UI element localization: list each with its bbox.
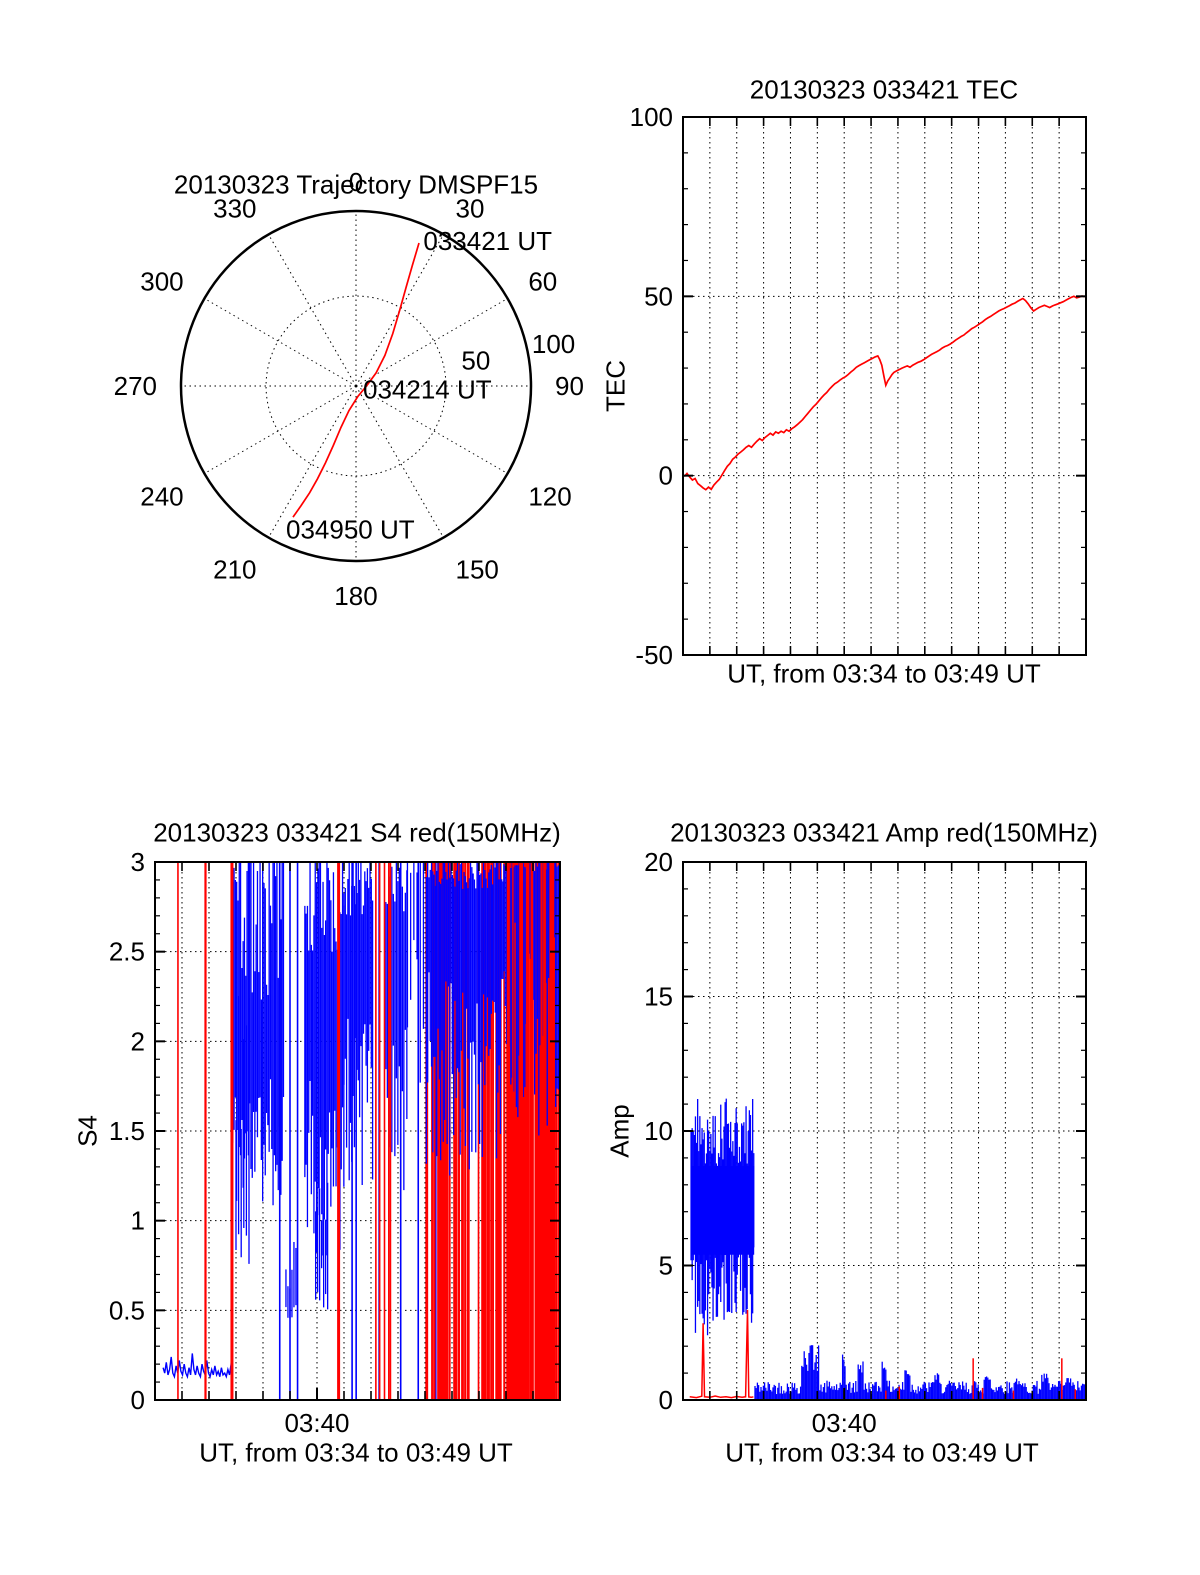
tec-xlabel: UT, from 03:34 to 03:49 UT <box>727 658 1041 689</box>
y-tick-label: 0 <box>659 461 673 491</box>
polar-angle-label: 330 <box>213 194 256 224</box>
y-tick-label: 50 <box>644 281 673 311</box>
y-tick-label: 0 <box>131 1385 145 1415</box>
polar-spoke <box>355 234 444 387</box>
polar-radial-label: 50 <box>461 346 490 376</box>
amp-xlabel: UT, from 03:34 to 03:49 UT <box>725 1437 1039 1468</box>
polar-spoke <box>204 298 357 387</box>
polar-radial-label: 100 <box>532 329 575 359</box>
y-tick-label: 15 <box>644 982 673 1012</box>
polar-spoke <box>355 298 508 387</box>
tec-series-line <box>683 295 1085 491</box>
y-tick-label: 1 <box>131 1206 145 1236</box>
s4-blue-baseline <box>162 1346 233 1380</box>
y-tick-label: 1.5 <box>109 1116 145 1146</box>
polar-angle-label: 210 <box>213 554 256 584</box>
y-tick-label: 0.5 <box>109 1295 145 1325</box>
trajectory-polar-plot: 0 30 60 90 120 150 180 210 240 270 300 330 50 100 0334… <box>114 167 584 611</box>
y-tick-label: 2 <box>131 1026 145 1056</box>
y-tick-label: -50 <box>635 640 673 670</box>
polar-title: 20130323 Trajectory DMSPF15 <box>173 169 539 200</box>
polar-annotation: 034950 UT <box>286 515 415 545</box>
polar-angle-label: 300 <box>140 267 183 297</box>
polar-angle-label: 60 <box>528 267 557 297</box>
polar-spoke <box>355 385 444 538</box>
s4-title: 20130323 033421 S4 red(150MHz) <box>153 817 561 848</box>
y-tick-label: 3 <box>131 847 145 877</box>
amp-red-baseline <box>689 1309 754 1399</box>
x-tick-label: 03:40 <box>284 1408 349 1438</box>
tec-line-plot: -50 0 50 100 <box>630 102 1087 670</box>
x-tick-label: 03:40 <box>812 1408 877 1438</box>
polar-angle-label: 120 <box>528 482 571 512</box>
polar-ring-100 <box>179 209 533 563</box>
s4-ylabel: S4 <box>72 1115 103 1147</box>
y-tick-label: 2.5 <box>109 937 145 967</box>
polar-angle-label: 150 <box>456 554 499 584</box>
y-tick-label: 5 <box>659 1251 673 1281</box>
polar-spoke <box>204 385 357 474</box>
polar-spoke <box>268 234 357 387</box>
axes-box <box>682 116 1087 656</box>
s4-xlabel: UT, from 03:34 to 03:49 UT <box>199 1437 513 1468</box>
trajectory-line <box>292 242 420 518</box>
polar-angle-label: 30 <box>456 194 485 224</box>
s4-scintillation-plot: 0 0.5 1 1.5 2 2.5 3 03:40 <box>109 847 561 1438</box>
y-tick-label: 10 <box>644 1116 673 1146</box>
y-tick-label: 0 <box>659 1385 673 1415</box>
polar-spoke <box>355 385 508 474</box>
amp-scintillation-plot: 0 5 10 15 20 03:40 <box>644 847 1087 1438</box>
polar-angle-label: 180 <box>334 581 377 611</box>
polar-angle-label: 270 <box>114 371 157 401</box>
polar-angle-label: 90 <box>555 371 584 401</box>
y-tick-label: 100 <box>630 102 673 132</box>
tec-title: 20130323 033421 TEC <box>749 74 1019 105</box>
polar-annotation: 034214 UT <box>363 375 492 405</box>
amp-ylabel: Amp <box>604 1104 635 1158</box>
tec-ylabel: TEC <box>600 360 631 412</box>
polar-ring-50 <box>265 295 447 477</box>
polar-spoke <box>268 385 357 538</box>
amp-title: 20130323 033421 Amp red(150MHz) <box>670 817 1098 848</box>
y-tick-label: 20 <box>644 847 673 877</box>
polar-angle-label: 240 <box>140 482 183 512</box>
polar-angle-label: 0 <box>349 167 363 197</box>
polar-annotation: 033421 UT <box>423 226 552 256</box>
s4-red-band <box>508 862 520 1400</box>
